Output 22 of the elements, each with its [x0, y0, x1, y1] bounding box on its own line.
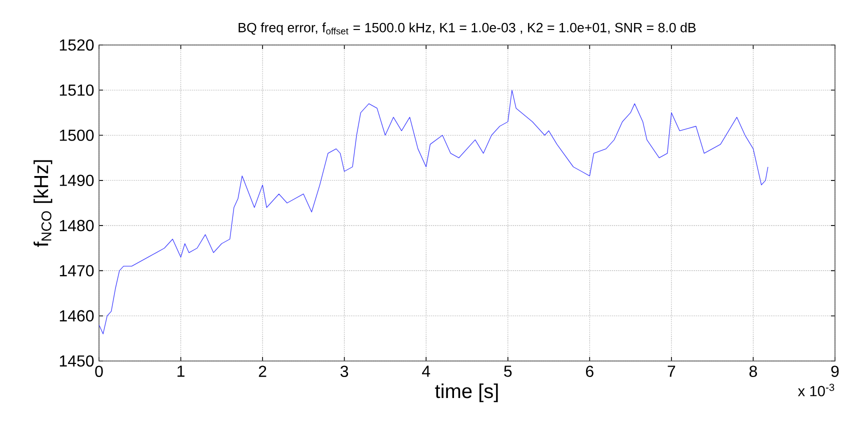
y-tick-label: 1460	[60, 310, 94, 322]
x-tick-label: 2	[258, 366, 266, 377]
y-tick-label: 1490	[60, 174, 94, 186]
x-tick-label: 8	[749, 366, 757, 378]
x-tick-label: 6	[586, 366, 594, 378]
text: x 10$^{-3}$	[798, 384, 834, 396]
y-tick-label: 1470	[60, 265, 94, 276]
x-tick-label: 7	[668, 366, 676, 377]
x-axis-title: time [s]	[435, 384, 498, 402]
x-tick-label: 0	[95, 366, 103, 378]
y-tick-label: 1510	[60, 84, 94, 96]
y-tick-label: 1450	[60, 355, 94, 367]
x-tick-label: 3	[340, 366, 348, 378]
y-axis-title: f$_{NCO}$ [kHz]	[34, 160, 52, 247]
x-tick-label: 4	[422, 366, 430, 377]
x-tick-label: 5	[504, 366, 512, 377]
x-tick-label: 1	[178, 366, 184, 377]
y-tick-label: 1480	[60, 220, 94, 232]
y-tick-label: 1500	[60, 130, 94, 141]
x-tick-label: 9	[831, 366, 839, 378]
y-tick-label: 1520	[60, 39, 94, 51]
chart-title: BQ freq error, f$_{offset}$ = 1500.0 kHz, K1 = 1.0e-03 , K2 = 1.0e+01, SNR = 8.0 dB	[238, 22, 696, 35]
